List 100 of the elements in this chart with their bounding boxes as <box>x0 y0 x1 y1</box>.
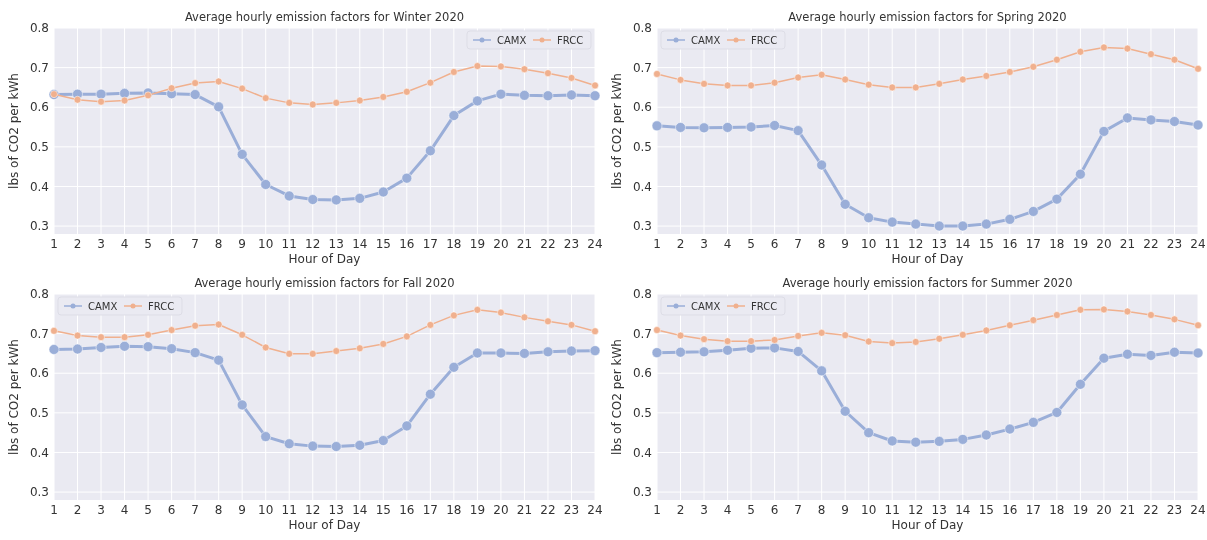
point <box>1028 206 1039 217</box>
point <box>1169 346 1180 358</box>
point <box>307 194 318 205</box>
point <box>307 440 318 452</box>
point <box>911 338 920 346</box>
point <box>166 343 177 354</box>
point <box>934 220 945 232</box>
y-tick-label: 0.8 <box>632 21 652 36</box>
point <box>1194 321 1202 330</box>
y-tick-label: 0.5 <box>29 406 49 421</box>
point <box>792 346 804 357</box>
point <box>472 95 483 107</box>
x-tick-label: 6 <box>770 237 779 251</box>
x-tick-label: 4 <box>120 503 129 517</box>
y-tick-label: 0.8 <box>29 21 49 36</box>
x-tick-label: 11 <box>884 503 900 517</box>
point <box>285 350 293 358</box>
x-tick-label: 22 <box>1143 237 1159 251</box>
x-tick-label: 23 <box>1166 503 1183 517</box>
point <box>1075 168 1086 180</box>
x-tick-label: 14 <box>955 503 971 517</box>
x-tick-label: 21 <box>516 237 533 251</box>
point <box>50 327 58 335</box>
point <box>332 99 341 107</box>
y-tick-label: 0.3 <box>29 219 49 234</box>
point <box>1145 114 1157 126</box>
x-tick-label: 13 <box>931 503 947 517</box>
point <box>542 346 554 358</box>
x-tick-label: 23 <box>563 503 580 517</box>
point <box>520 65 529 73</box>
point <box>981 429 992 441</box>
x-tick-label: 19 <box>469 237 486 251</box>
point <box>841 331 849 339</box>
point <box>1122 348 1133 360</box>
x-tick-label: 12 <box>305 503 321 517</box>
x-tick-label: 4 <box>723 237 732 251</box>
point <box>770 336 779 344</box>
point <box>888 339 896 347</box>
point <box>189 347 201 358</box>
y-tick-label: 0.4 <box>632 179 652 194</box>
point <box>982 326 991 335</box>
x-tick-label: 2 <box>676 503 685 517</box>
x-axis-title: Hour of Day <box>891 518 964 532</box>
x-tick-label: 7 <box>191 237 199 251</box>
point <box>1192 119 1204 131</box>
x-tick-label: 18 <box>446 503 462 517</box>
x-tick-label: 4 <box>120 237 129 251</box>
x-tick-label: 7 <box>191 503 199 517</box>
point <box>448 362 460 373</box>
x-tick-label: 24 <box>1190 237 1206 251</box>
point <box>700 80 708 88</box>
x-tick-label: 5 <box>747 503 755 517</box>
x-tick-label: 18 <box>1049 503 1065 517</box>
point <box>1029 316 1038 324</box>
x-tick-label: 2 <box>676 237 685 251</box>
y-tick-label: 0.4 <box>632 445 652 460</box>
point <box>817 71 826 79</box>
point <box>283 438 295 449</box>
point <box>238 84 246 93</box>
point <box>97 333 105 341</box>
x-tick-label: 16 <box>1002 503 1018 517</box>
x-tick-label: 10 <box>258 503 274 517</box>
point <box>864 80 873 89</box>
x-tick-label: 22 <box>540 503 556 517</box>
point <box>283 190 295 202</box>
y-tick-label: 0.4 <box>29 179 49 194</box>
x-tick-label: 8 <box>214 503 223 517</box>
x-tick-label: 20 <box>1096 237 1112 251</box>
point <box>841 75 849 84</box>
point <box>425 388 436 400</box>
point <box>1192 347 1204 359</box>
point <box>589 345 601 356</box>
x-tick-label: 3 <box>97 503 105 517</box>
x-axis-title: Hour of Day <box>288 518 361 532</box>
point <box>1147 50 1155 58</box>
point <box>332 347 341 355</box>
x-tick-label: 3 <box>700 237 708 251</box>
point <box>379 340 388 348</box>
x-tick-label: 1 <box>50 503 58 517</box>
point <box>48 344 60 355</box>
x-tick-label: 6 <box>167 237 176 251</box>
point <box>308 100 317 109</box>
point <box>425 145 436 157</box>
point <box>863 427 874 438</box>
x-tick-label: 10 <box>861 503 877 517</box>
y-axis-title: lbs of CO2 per kWh <box>610 73 624 189</box>
point <box>1145 350 1157 361</box>
y-axis-title: lbs of CO2 per kWh <box>610 339 624 455</box>
point <box>794 73 802 82</box>
point <box>839 199 851 210</box>
x-tick-label: 15 <box>375 503 391 517</box>
x-tick-label: 17 <box>1025 503 1041 517</box>
y-tick-label: 0.3 <box>632 485 652 500</box>
point <box>401 172 413 184</box>
x-tick-label: 16 <box>399 237 415 251</box>
x-tick-label: 13 <box>931 237 947 251</box>
point <box>675 346 686 358</box>
point <box>378 435 389 446</box>
y-tick-label: 0.6 <box>29 366 49 381</box>
point <box>260 179 271 190</box>
